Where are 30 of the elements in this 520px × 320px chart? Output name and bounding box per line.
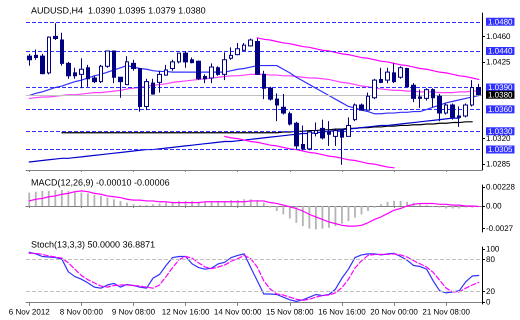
- ref-line-label: 1.0360: [488, 104, 514, 114]
- y-tick-label: 0.00: [486, 201, 502, 210]
- y-tick-label: 1.0425: [486, 57, 512, 66]
- y-tick-label: 0.00228: [486, 182, 516, 192]
- chart-title: Stoch(13,3,3) 50.0000 36.8871: [31, 240, 156, 250]
- chart-title: MACD(12,26,9) -0.00010 -0.00006: [31, 178, 170, 188]
- y-tick-label: 1.0285: [486, 160, 512, 169]
- ref-line-label: 1.0305: [488, 145, 514, 154]
- y-tick-label: 20: [486, 286, 496, 296]
- x-tick-label: 20 Nov 00:00: [370, 308, 418, 316]
- y-tick-label: -0.0027: [486, 224, 514, 234]
- x-tick-label: 15 Nov 08:00: [266, 308, 314, 316]
- y-tick-label: 100: [486, 244, 500, 254]
- x-tick-label: 16 Nov 16:00: [318, 308, 366, 316]
- y-tick-label: 80: [486, 255, 496, 264]
- x-tick-label: 6 Nov 2012: [8, 308, 50, 316]
- x-tick-label: 14 Nov 00:00: [214, 308, 262, 316]
- ref-line-label: 1.0390: [488, 82, 514, 92]
- x-tick-label: 9 Nov 08:00: [112, 308, 156, 316]
- y-tick-label: 1.0460: [486, 32, 512, 41]
- y-tick-label: 0: [486, 297, 491, 306]
- x-tick-label: 8 Nov 00:00: [60, 308, 104, 316]
- y-tick-label: 1.0320: [486, 134, 512, 144]
- ref-line-label: 1.0480: [488, 17, 514, 26]
- ref-line-label: 1.0330: [488, 126, 514, 136]
- ref-line-label: 1.0440: [488, 46, 514, 56]
- chart-title: AUDUSD,H4 1.0390 1.0395 1.0379 1.0380: [31, 6, 206, 16]
- x-tick-label: 12 Nov 16:00: [162, 308, 210, 316]
- ref-line-label: 1.0380: [488, 90, 514, 100]
- x-tick-label: 21 Nov 08:00: [422, 308, 471, 316]
